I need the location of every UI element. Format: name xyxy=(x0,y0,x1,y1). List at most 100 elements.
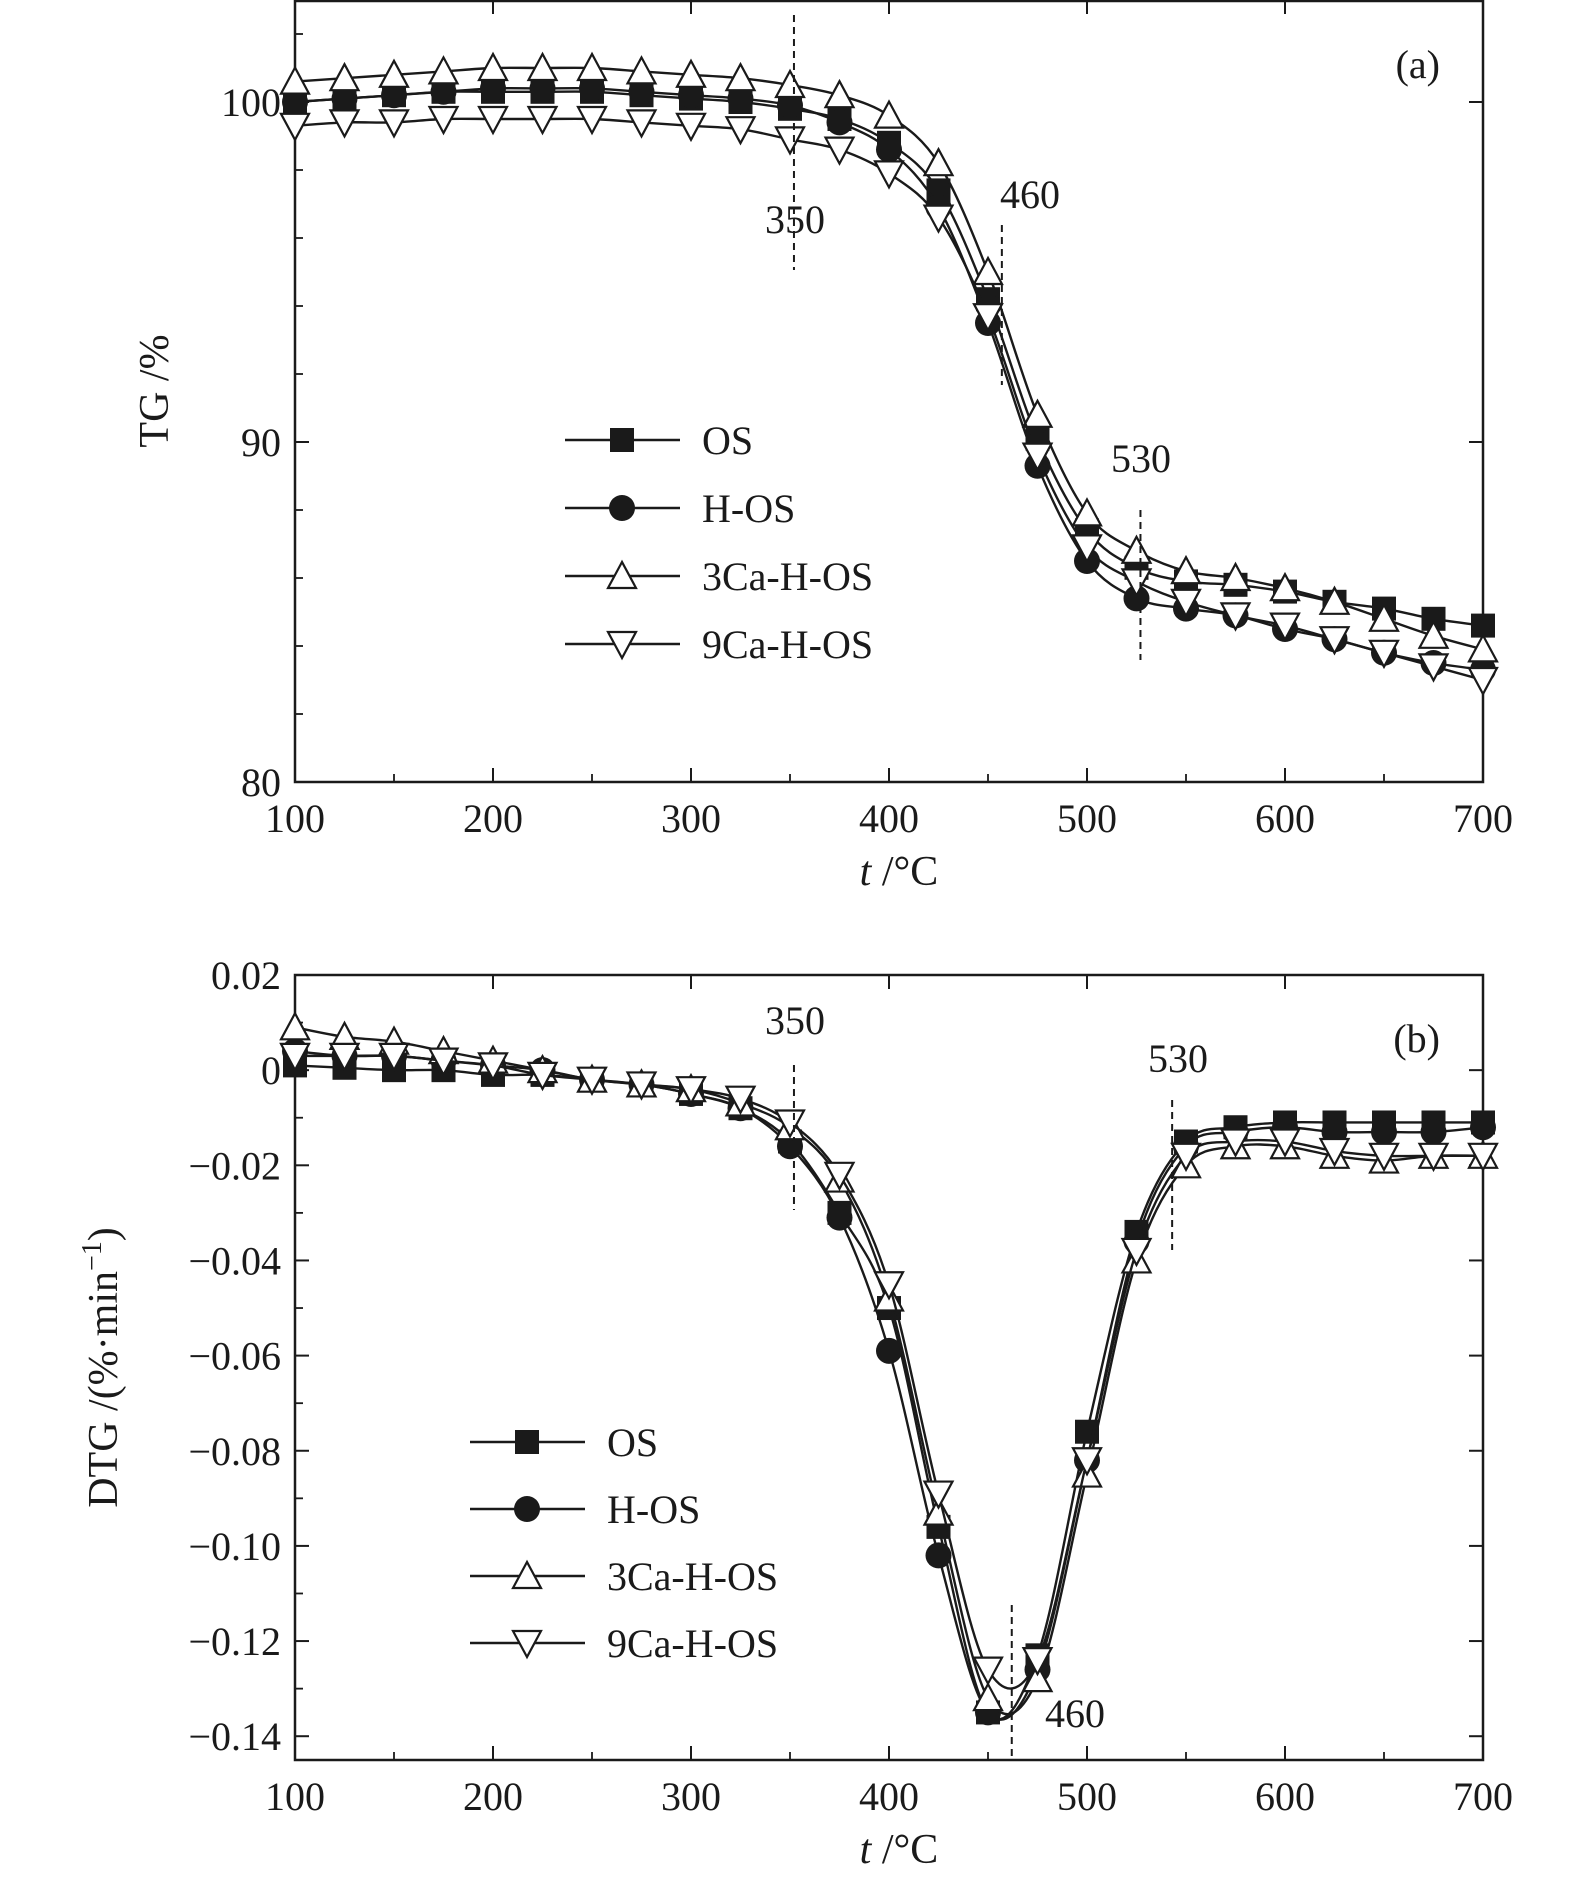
data-point xyxy=(1318,585,1351,615)
data-point xyxy=(477,105,509,136)
x-tick-label: 300 xyxy=(661,1774,721,1819)
y-tick-label: 0.02 xyxy=(211,953,281,998)
data-point xyxy=(1318,1137,1351,1168)
x-tick-label: 400 xyxy=(859,796,919,841)
data-point xyxy=(279,1011,311,1041)
y-tick-label: −0.02 xyxy=(188,1143,281,1188)
data-point xyxy=(282,89,308,115)
y-axis-title: TG /% xyxy=(132,334,178,447)
data-point xyxy=(1368,639,1400,670)
data-point xyxy=(427,55,460,85)
data-point xyxy=(1371,1119,1397,1145)
series-line xyxy=(294,1049,1484,1721)
data-point xyxy=(427,105,460,136)
y-tick-label: −0.06 xyxy=(188,1334,281,1379)
data-point xyxy=(1120,1237,1153,1268)
data-point xyxy=(1219,561,1252,592)
y-axis-title-main: DTG /(%·min xyxy=(81,1271,127,1508)
data-point xyxy=(1021,442,1054,472)
annotation-label: 530 xyxy=(1148,1036,1208,1081)
data-point xyxy=(1368,1142,1400,1173)
data-point xyxy=(1219,602,1252,632)
data-point xyxy=(526,1061,559,1092)
data-point xyxy=(1417,653,1450,683)
data-point xyxy=(675,58,707,88)
x-tick-label: 700 xyxy=(1453,1774,1513,1819)
legend: OS H-OS 3Ca-H-OS 9Ca-H-OS xyxy=(565,418,873,667)
data-point xyxy=(876,136,902,163)
data-point xyxy=(678,82,704,109)
data-point xyxy=(1170,554,1202,585)
legend-label: H-OS xyxy=(607,1487,700,1532)
data-point xyxy=(1071,1447,1103,1477)
data-point xyxy=(922,1480,955,1510)
data-point xyxy=(1368,602,1400,632)
x-axis-title-var: t xyxy=(860,1827,873,1873)
data-point xyxy=(873,160,905,190)
data-point xyxy=(1071,497,1103,527)
x-tick-label: 300 xyxy=(661,796,721,841)
data-point xyxy=(625,109,658,139)
legend-marker xyxy=(511,1559,543,1590)
data-point xyxy=(1269,571,1301,602)
x-tick-label: 200 xyxy=(463,796,523,841)
data-point xyxy=(826,109,853,136)
data-point xyxy=(727,85,754,112)
data-point xyxy=(279,112,311,143)
data-point xyxy=(1021,1662,1054,1693)
legend-label: H-OS xyxy=(702,486,795,531)
annotation-label: 530 xyxy=(1111,436,1171,481)
x-axis-title: t /°C xyxy=(860,1827,939,1873)
data-point xyxy=(1123,585,1150,612)
legend-label: 9Ca-H-OS xyxy=(702,622,873,667)
panel-label: (b) xyxy=(1393,1016,1440,1061)
x-axis-title-unit: /°C xyxy=(871,1827,938,1873)
data-point xyxy=(972,255,1004,286)
data-point xyxy=(972,303,1004,333)
tg-panel: 100 200 300 400 500 600 700 80 90 100 350 460 530 (a)… xyxy=(132,0,1513,895)
data-point xyxy=(823,136,856,166)
data-point xyxy=(625,55,658,85)
data-point xyxy=(1021,398,1054,428)
data-point xyxy=(381,82,407,109)
data-point xyxy=(1467,666,1499,697)
data-point xyxy=(1467,1142,1499,1173)
data-point xyxy=(922,146,955,177)
series-9ca-h-os xyxy=(279,1042,1499,1690)
y-tick-label: 80 xyxy=(241,760,281,805)
y-tick-label: −0.14 xyxy=(188,1714,281,1759)
data-point xyxy=(328,61,361,92)
y-axis-title-sup: −1 xyxy=(77,1241,108,1271)
data-point xyxy=(1420,1119,1447,1145)
data-point xyxy=(925,1542,952,1569)
legend-marker xyxy=(511,1629,543,1660)
y-tick-label: −0.12 xyxy=(188,1619,281,1664)
legend-marker xyxy=(610,428,634,452)
y-tick-label: −0.10 xyxy=(188,1524,281,1569)
data-point xyxy=(774,1109,806,1139)
series-3ca-h-os xyxy=(279,51,1499,663)
annotation-label: 460 xyxy=(1045,1691,1105,1736)
y-tick-label: −0.08 xyxy=(188,1429,281,1474)
data-point xyxy=(576,51,608,82)
y-tick-label: 90 xyxy=(241,420,281,465)
data-point xyxy=(628,78,655,105)
legend-label: 3Ca-H-OS xyxy=(702,554,873,599)
x-tick-label: 500 xyxy=(1057,796,1117,841)
series-9ca-h-os xyxy=(279,105,1499,697)
series-line xyxy=(294,1064,1483,1721)
x-axis-title: t /°C xyxy=(860,849,939,895)
y-tick-label: −0.04 xyxy=(188,1238,281,1283)
annotation-label: 350 xyxy=(765,197,825,242)
data-point xyxy=(328,1042,361,1073)
legend-label: 3Ca-H-OS xyxy=(607,1554,778,1599)
series-os xyxy=(283,1053,1495,1725)
y-tick-label: 0 xyxy=(261,1048,281,1093)
legend-marker xyxy=(515,1430,539,1454)
data-point xyxy=(579,75,605,102)
data-point xyxy=(922,204,955,234)
data-point xyxy=(1219,1128,1252,1158)
data-point xyxy=(1318,626,1351,656)
data-point xyxy=(1269,1128,1301,1158)
data-point xyxy=(480,75,506,102)
